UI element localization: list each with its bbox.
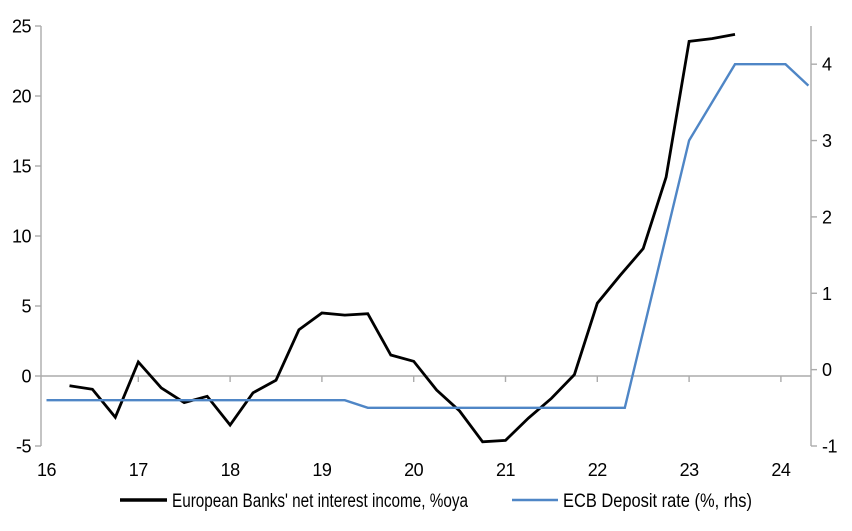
x-axis-tick-label: 21: [496, 460, 516, 480]
right-axis-tick-label: 4: [822, 55, 832, 75]
left-axis-tick-label: -5: [16, 437, 31, 457]
x-axis-tick-label: 18: [221, 460, 241, 480]
right-axis-tick-label: 2: [822, 207, 832, 227]
x-axis-tick-label: 22: [588, 460, 608, 480]
legend: European Banks' net interest income, %oy…: [120, 491, 752, 512]
left-axis-tick-label: 10: [12, 227, 32, 247]
x-axis-tick-label: 16: [37, 460, 57, 480]
left-axis-tick-label: 15: [12, 157, 32, 177]
nii-line: [69, 33, 736, 444]
series-layer: [46, 33, 810, 444]
right-axis-tick-label: 3: [822, 131, 832, 151]
left-axis-tick-label: 25: [12, 17, 32, 37]
x-axis-tick-label: 24: [771, 460, 791, 480]
left-axis-tick-label: 0: [21, 367, 31, 387]
left-axis-tick-label: 5: [21, 297, 31, 317]
legend-label-nii: European Banks' net interest income, %oy…: [172, 491, 468, 512]
x-axis-tick-label: 23: [680, 460, 700, 480]
right-axis-tick-label: -1: [822, 437, 837, 457]
x-axis-tick-label: 17: [129, 460, 149, 480]
right-axis-tick-label: 1: [822, 284, 832, 304]
deposit-rate-line: [46, 63, 810, 409]
x-axis-tick-label: 19: [312, 460, 332, 480]
legend-label-deposit-rate: ECB Deposit rate (%, rhs): [563, 491, 752, 512]
x-axis-tick-label: 20: [404, 460, 424, 480]
left-axis-tick-label: 20: [12, 87, 32, 107]
right-axis-tick-label: 0: [822, 360, 832, 380]
